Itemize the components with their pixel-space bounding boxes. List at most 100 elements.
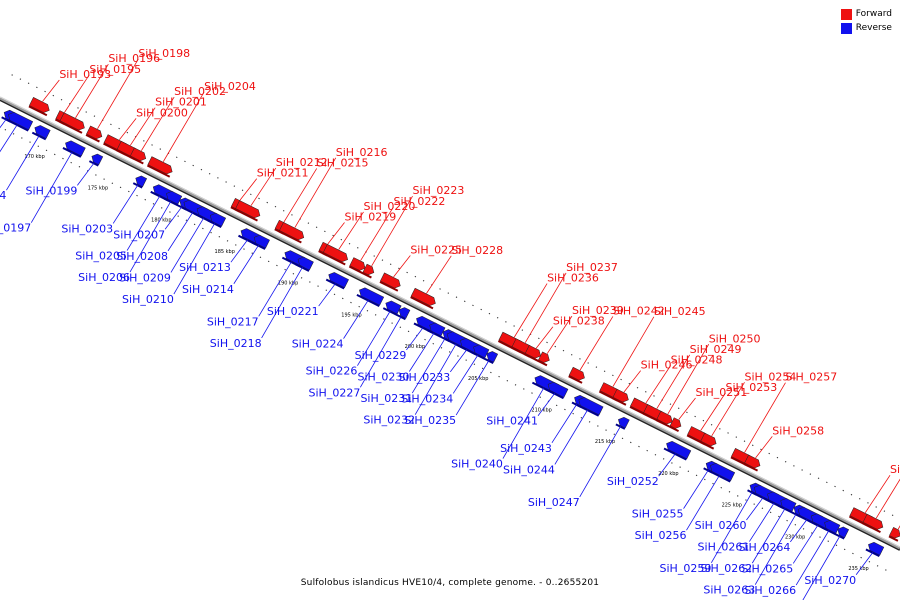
- gene-label[interactable]: SiH_0261: [698, 541, 750, 554]
- gene-glyph[interactable]: [59, 112, 86, 134]
- gene-label[interactable]: SiH_0250: [709, 332, 761, 345]
- gene-label[interactable]: SiH_0257: [785, 371, 837, 384]
- gene-label[interactable]: SiH_0270: [804, 574, 856, 587]
- gene-label[interactable]: SiH_0264: [739, 541, 791, 554]
- gene-glyph[interactable]: [146, 156, 174, 178]
- gene-glyph[interactable]: [379, 272, 403, 292]
- gene-label[interactable]: SiH_0251: [696, 386, 748, 399]
- gene-label[interactable]: SiH_0222: [394, 195, 446, 208]
- gene-label[interactable]: SiH_0199: [26, 184, 78, 197]
- gene-glyph[interactable]: [568, 366, 586, 384]
- gene-label[interactable]: SiH_0260: [695, 519, 747, 532]
- gene-label[interactable]: SiH_0255: [632, 508, 684, 521]
- gene-label[interactable]: SiH_0205: [75, 250, 127, 263]
- gene-label[interactable]: SiH_0266: [744, 584, 796, 597]
- gene-label[interactable]: SiH_0221: [267, 305, 319, 318]
- gene-label[interactable]: SiH_0236: [547, 272, 599, 285]
- gene-glyph[interactable]: [382, 299, 402, 316]
- gene-label[interactable]: SiH_0215: [317, 156, 369, 169]
- gene-glyph[interactable]: [278, 222, 306, 244]
- gene-label[interactable]: SiH_0217: [207, 315, 259, 328]
- gene-label[interactable]: SiH_0209: [119, 271, 171, 284]
- gene-glyph[interactable]: [615, 415, 630, 430]
- gene-label[interactable]: SiH_0210: [122, 293, 174, 306]
- gene-glyph[interactable]: [88, 152, 104, 167]
- gene-label[interactable]: SiH_0262: [700, 562, 752, 575]
- gene-glyph[interactable]: [31, 124, 51, 141]
- gene-label[interactable]: SiH_0240: [451, 458, 503, 471]
- gene-label[interactable]: SiH_0200: [136, 106, 188, 119]
- gene-glyph[interactable]: [865, 540, 885, 558]
- gene-label[interactable]: SiH_0193: [59, 68, 111, 81]
- gene-label[interactable]: SiH_0228: [451, 244, 503, 257]
- gene-label[interactable]: SiH_0216: [336, 146, 388, 159]
- gene-label[interactable]: SiH_0206: [78, 271, 130, 284]
- gene-label[interactable]: SiH_0212: [276, 156, 328, 169]
- gene-label[interactable]: SiH_0242: [613, 304, 665, 317]
- gene-label[interactable]: SiH_0253: [726, 381, 778, 394]
- gene-label[interactable]: SiH_0244: [503, 463, 555, 476]
- gene-glyph[interactable]: [132, 174, 148, 189]
- gene-label[interactable]: SiH_0194: [0, 189, 6, 202]
- gene-label[interactable]: SiH_0256: [635, 529, 687, 542]
- gene-label[interactable]: SiH_0229: [355, 349, 407, 362]
- gene-label[interactable]: SiH_0248: [671, 353, 723, 366]
- gene-label[interactable]: SiH_0230: [358, 371, 410, 384]
- gene-label[interactable]: SiH_0226: [306, 365, 358, 378]
- gene-label[interactable]: SiH_0268: [890, 463, 900, 476]
- gene-label[interactable]: SiH_0239: [572, 304, 624, 317]
- gene-glyph[interactable]: [699, 432, 718, 450]
- gene-label[interactable]: SiH_0246: [641, 359, 693, 372]
- gene-label[interactable]: SiH_0265: [741, 562, 793, 575]
- gene-label[interactable]: SiH_0214: [182, 283, 234, 296]
- gene-glyph[interactable]: [524, 344, 542, 362]
- gene-label[interactable]: SiH_0247: [528, 496, 580, 509]
- gene-label[interactable]: SiH_0249: [690, 343, 742, 356]
- gene-label[interactable]: SiH_0243: [500, 442, 552, 455]
- gene-label[interactable]: SiH_0201: [155, 96, 207, 109]
- gene-glyph[interactable]: [669, 417, 683, 433]
- gene-label[interactable]: SiH_0223: [413, 184, 465, 197]
- gene-glyph[interactable]: [410, 287, 437, 310]
- gene-glyph[interactable]: [612, 388, 630, 406]
- gene-label[interactable]: SiH_0207: [113, 228, 165, 241]
- gene-label[interactable]: SiH_0218: [210, 337, 262, 350]
- gene-label[interactable]: SiH_0211: [257, 167, 309, 180]
- gene-label[interactable]: SiH_0241: [486, 415, 538, 428]
- gene-glyph[interactable]: [862, 513, 885, 533]
- gene-label[interactable]: SiH_0204: [204, 80, 256, 93]
- gene-label[interactable]: SiH_0196: [108, 52, 160, 65]
- gene-label[interactable]: SiH_0227: [309, 386, 361, 399]
- gene-label[interactable]: SiH_0225: [410, 243, 462, 256]
- gene-glyph[interactable]: [537, 351, 552, 367]
- gene-label[interactable]: SiH_0231: [360, 392, 412, 405]
- gene-label[interactable]: SiH_0232: [363, 414, 415, 427]
- gene-glyph[interactable]: [234, 200, 262, 222]
- gene-label[interactable]: SiH_0252: [607, 475, 659, 488]
- gene-glyph[interactable]: [362, 263, 376, 279]
- gene-label[interactable]: SiH_0197: [0, 222, 31, 235]
- gene-label[interactable]: SiH_0234: [401, 392, 453, 405]
- gene-label[interactable]: SiH_0237: [566, 261, 618, 274]
- gene-label[interactable]: SiH_0224: [292, 338, 344, 351]
- gene-label[interactable]: SiH_0238: [553, 315, 605, 328]
- gene-glyph[interactable]: [743, 454, 762, 472]
- gene-label[interactable]: SiH_0245: [654, 305, 706, 318]
- gene-label[interactable]: SiH_0213: [179, 261, 231, 274]
- gene-label[interactable]: SiH_0233: [398, 371, 450, 384]
- gene-label[interactable]: SiH_0220: [364, 200, 416, 213]
- gene-glyph[interactable]: [888, 527, 900, 542]
- gene-label[interactable]: SiH_0208: [116, 250, 168, 263]
- gene-label[interactable]: SiH_0219: [345, 211, 397, 224]
- gene-label[interactable]: SiH_0195: [89, 63, 141, 76]
- gene-label[interactable]: SiH_0258: [772, 424, 824, 437]
- gene-label[interactable]: SiH_0198: [138, 47, 190, 60]
- gene-glyph[interactable]: [85, 125, 104, 143]
- gene-glyph[interactable]: [655, 410, 674, 428]
- gene-label[interactable]: SiH_0235: [404, 414, 456, 427]
- gene-glyph[interactable]: [322, 244, 349, 266]
- gene-label[interactable]: SiH_0263: [703, 584, 755, 597]
- gene-label[interactable]: SiH_0254: [745, 370, 797, 383]
- gene-glyph[interactable]: [348, 257, 367, 275]
- gene-glyph[interactable]: [129, 147, 147, 165]
